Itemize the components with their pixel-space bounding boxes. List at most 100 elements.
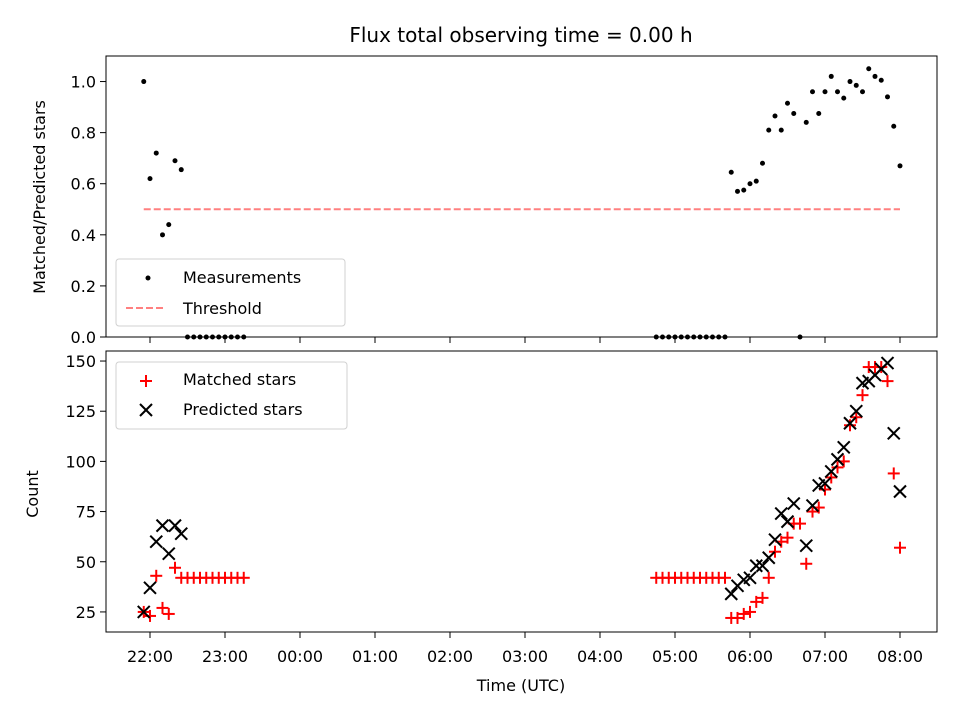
measurement-point	[847, 79, 853, 85]
measurement-point	[753, 178, 759, 184]
top-y-tick-label: 0.8	[71, 124, 96, 143]
legend-matched-label: Matched stars	[183, 370, 296, 389]
measurement-point	[835, 89, 840, 95]
matched-star-point	[769, 545, 781, 558]
bottom-plot-area	[137, 356, 907, 624]
matched-star-point	[156, 601, 169, 614]
measurement-point	[866, 66, 872, 72]
measurement-point	[760, 160, 765, 166]
measurement-point	[147, 176, 153, 182]
matched-star-point	[887, 467, 900, 480]
measurement-point	[766, 127, 772, 133]
measurement-point	[853, 82, 859, 88]
x-tick-label: 03:00	[502, 647, 548, 666]
bottom-y-tick-label: 150	[65, 352, 96, 371]
predicted-star-point	[149, 534, 163, 549]
bottom-axes-frame	[105, 350, 938, 633]
legend-threshold-label: Threshold	[182, 299, 262, 318]
matched-star-point	[731, 611, 744, 624]
matched-star-point	[806, 505, 819, 518]
bottom-y-tick-label: 125	[65, 402, 96, 421]
measurement-point	[772, 113, 778, 119]
top-axis-ticks: 0.0 0.2 0.4 0.6 0.8 1.0	[71, 73, 901, 347]
predicted-star-point	[887, 426, 901, 440]
x-tick-label: 07:00	[802, 647, 848, 666]
top-y-tick-label: 0.2	[71, 277, 96, 296]
top-y-tick-label: 1.0	[71, 73, 96, 92]
bottom-y-tick-label: 75	[76, 503, 96, 522]
x-tick-label: 22:00	[127, 647, 173, 666]
measurement-point	[778, 127, 784, 133]
predicted-star-point	[818, 476, 832, 491]
measurement-point	[791, 110, 797, 116]
bottom-axis-ticks: 25 50 75 100 125 150 22:00 23:00 00:00 01:00 02:00…	[65, 352, 923, 666]
matched-star-point	[894, 541, 906, 554]
measurement-point	[897, 163, 903, 169]
predicted-star-point	[174, 526, 188, 541]
bottom-legend-frame	[115, 361, 348, 430]
measurement-point	[741, 187, 747, 193]
matched-star-point	[800, 557, 813, 570]
measurement-point	[153, 150, 159, 156]
x-tick-label: 06:00	[727, 647, 773, 666]
predicted-star-point	[787, 496, 801, 511]
x-tick-label: 05:00	[652, 647, 698, 666]
top-legend-frame	[115, 258, 346, 327]
legend-matched-marker	[140, 375, 152, 387]
measurement-point	[160, 232, 165, 238]
predicted-star-point	[143, 581, 157, 595]
predicted-star-point	[805, 498, 820, 513]
measurement-point	[872, 73, 878, 79]
matched-star-point	[850, 411, 863, 424]
matched-star-point	[719, 571, 731, 584]
chart-title: Flux total observing time = 0.00 h	[349, 23, 692, 47]
x-tick-label: 04:00	[577, 647, 623, 666]
matched-star-point	[856, 389, 869, 402]
measurement-point	[172, 158, 178, 164]
measurement-point	[885, 94, 890, 100]
predicted-star-point	[762, 551, 776, 565]
measurement-point	[841, 95, 847, 101]
bottom-y-axis-label: Count	[23, 470, 42, 518]
predicted-star-point	[843, 416, 857, 430]
x-axis-label: Time (UTC)	[476, 676, 565, 695]
bottom-y-tick-label: 25	[76, 603, 96, 622]
measurement-point	[828, 73, 834, 79]
x-tick-label: 23:00	[202, 647, 248, 666]
matched-star-point	[881, 375, 894, 388]
x-tick-label: 08:00	[877, 647, 923, 666]
top-axes-frame	[105, 55, 938, 338]
measurement-point	[810, 89, 815, 95]
predicted-star-point	[774, 506, 788, 521]
matched-star-point	[744, 605, 756, 618]
matched-star-point	[144, 609, 156, 622]
predicted-star-point	[749, 559, 763, 573]
x-tick-label: 00:00	[277, 647, 323, 666]
matched-star-point	[237, 571, 250, 584]
legend-predicted-label: Predicted stars	[183, 400, 303, 419]
matched-star-point	[794, 517, 806, 530]
measurement-point	[141, 79, 147, 85]
predicted-star-point	[837, 440, 851, 455]
predicted-star-point	[755, 559, 770, 573]
matched-star-point	[750, 595, 763, 608]
bottom-y-tick-label: 50	[76, 553, 96, 572]
matched-star-point	[756, 591, 769, 604]
legend-predicted-marker	[139, 403, 153, 417]
bottom-legend: Matched stars Predicted stars	[115, 361, 348, 430]
measurement-point	[822, 89, 828, 95]
x-tick-label: 01:00	[352, 647, 398, 666]
predicted-star-point	[830, 452, 845, 467]
measurement-point	[803, 119, 809, 125]
measurement-point	[878, 77, 884, 83]
predicted-star-point	[799, 538, 813, 553]
predicted-star-point	[893, 484, 907, 499]
matched-star-point	[844, 419, 856, 432]
measurement-point	[891, 123, 897, 129]
matched-star-point	[162, 607, 175, 620]
measurement-point	[735, 188, 740, 194]
matched-star-point	[781, 531, 794, 544]
predicted-star-point	[824, 464, 838, 479]
top-y-tick-label: 0.0	[71, 328, 96, 347]
